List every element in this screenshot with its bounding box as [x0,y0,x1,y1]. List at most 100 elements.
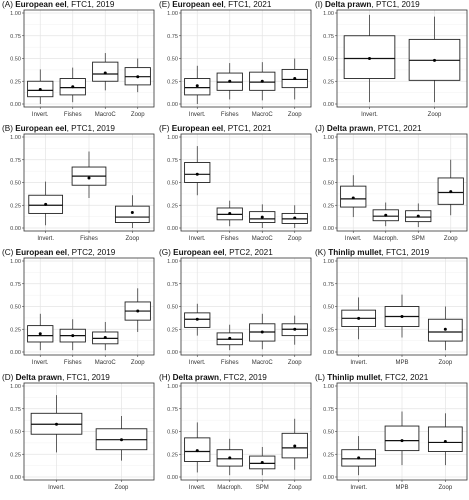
chart-panel: (F) European eel, PTC1, 2021 0.00 0.25 0.50… [159,124,312,242]
panel-title-species: European eel [16,248,67,257]
mean-point [260,79,264,83]
panel-title-letter: (G) [159,248,173,257]
panel-title: (E) European eel, FTC1, 2021 [159,0,272,9]
mean-point [384,213,388,217]
mean-point [71,334,75,338]
y-tick-label: 0.50 [167,181,178,187]
mean-point [433,58,436,62]
chart-panel: (A) European eel, FTC1, 2019 0.00 0.25 0.50… [2,0,155,118]
panel-title: (G) European eel, PTC2, 2021 [159,248,273,257]
panel-title-letter: (C) [2,248,16,257]
y-tick-label: 0.25 [323,452,334,458]
y-tick-label: 0.00 [10,475,21,481]
y-tick-label: 0.50 [10,57,21,63]
x-category-label: MPB [395,485,408,491]
x-category-label: Invert. [48,485,65,491]
panel-title: (I) Delta prawn, PTC1, 2019 [315,0,420,9]
y-tick-label: 0.75 [323,158,334,164]
panel-title-species: European eel [172,0,223,9]
x-category-label: Invert. [345,236,362,242]
panel-title-species: European eel [15,124,66,133]
x-category-label: Invert. [32,360,49,366]
mean-point [293,327,297,331]
x-category-label: Invert. [350,485,367,491]
y-tick-label: 1.00 [10,259,21,265]
mean-point [416,214,420,218]
y-tick-label: 0.00 [323,226,334,232]
y-tick-label: 0.50 [10,181,21,187]
panel-title-letter: (L) [315,373,327,382]
plot-border [23,382,155,481]
mean-point [228,211,232,215]
x-category-label: Zoop [125,236,139,242]
mean-point [400,315,404,319]
y-tick-label: 0.50 [323,57,334,63]
mean-point [195,317,199,321]
chart-panel: (I) Delta prawn, PTC1, 2019 0.00 0.25 0.50 0… [315,0,468,118]
y-tick-label: 0.50 [167,57,178,63]
chart-panel: (H) Delta prawn, FTC2, 2019 0.00 0.25 0.50 0… [159,373,312,491]
x-category-label: Fishes [64,112,82,118]
y-tick-label: 0.00 [10,226,21,232]
x-category-label: MPB [395,360,408,366]
y-tick-label: 0.50 [323,305,334,311]
x-category-label: MacroC [95,360,117,366]
y-tick-label: 0.75 [167,282,178,288]
x-category-label: Invert. [32,112,49,118]
panel-title-letter: (E) [159,0,172,9]
x-category-label: Zoop [131,112,145,118]
panel-title-details: , PTC2, 2021 [225,248,274,257]
y-tick-label: 0.25 [10,452,21,458]
y-tick-label: 1.00 [10,11,21,17]
y-tick-label: 0.00 [323,475,334,481]
panel-title-letter: (J) [315,124,327,133]
x-category-label: Invert. [361,112,378,118]
panel-title: (D) Delta prawn, FTC1, 2019 [2,373,110,382]
y-tick-label: 1.00 [167,259,178,265]
y-tick-label: 0.00 [167,475,178,481]
x-category-label: Zoop [288,236,302,242]
x-category-label: Invert. [350,360,367,366]
y-tick-label: 0.25 [167,203,178,209]
y-tick-label: 1.00 [323,259,334,265]
mean-point [368,57,371,60]
panel-title-details: , PTC1, 2021 [373,124,422,133]
panel-title-letter: (K) [315,248,328,257]
mean-point [443,440,447,444]
x-category-label: MacroC [252,236,274,242]
panel-title-details: , PTC2, 2019 [67,248,116,257]
y-tick-label: 0.00 [10,102,21,108]
panel-title-details: , FTC1, 2019 [381,248,429,257]
panel-title: (J) Delta prawn, PTC1, 2021 [315,124,422,133]
mean-point [293,216,297,220]
plot-border [180,382,312,481]
panel-title-species: Thinlip mullet [327,373,380,382]
panel-title-species: Delta prawn [16,373,62,382]
x-category-label: Zoop [438,485,452,491]
y-tick-label: 0.25 [10,327,21,333]
y-tick-label: 0.50 [167,430,178,436]
mean-point [38,87,42,91]
plot-border [180,257,312,356]
y-tick-label: 0.75 [10,407,21,413]
y-tick-label: 0.25 [323,327,334,333]
plot-border [336,133,468,232]
y-tick-label: 0.25 [167,452,178,458]
y-tick-label: 0.25 [323,79,334,85]
y-tick-label: 0.00 [323,350,334,356]
x-category-label: SPM [256,485,269,491]
mean-point [228,456,232,460]
panel-title: (L) Thinlip mullet, FTC2, 2021 [315,373,429,382]
plot-border [180,133,312,232]
box-iqr [427,426,463,452]
x-category-label: Macroph. [373,236,398,242]
mean-point [136,309,140,313]
plot-border [336,9,468,108]
x-category-label: Fishes [221,112,239,118]
box-iqr [114,205,150,223]
y-tick-label: 0.75 [323,34,334,40]
plot-border [336,382,468,481]
panel-title-letter: (H) [159,373,173,382]
mean-point [260,460,264,464]
y-tick-label: 0.25 [323,203,334,209]
